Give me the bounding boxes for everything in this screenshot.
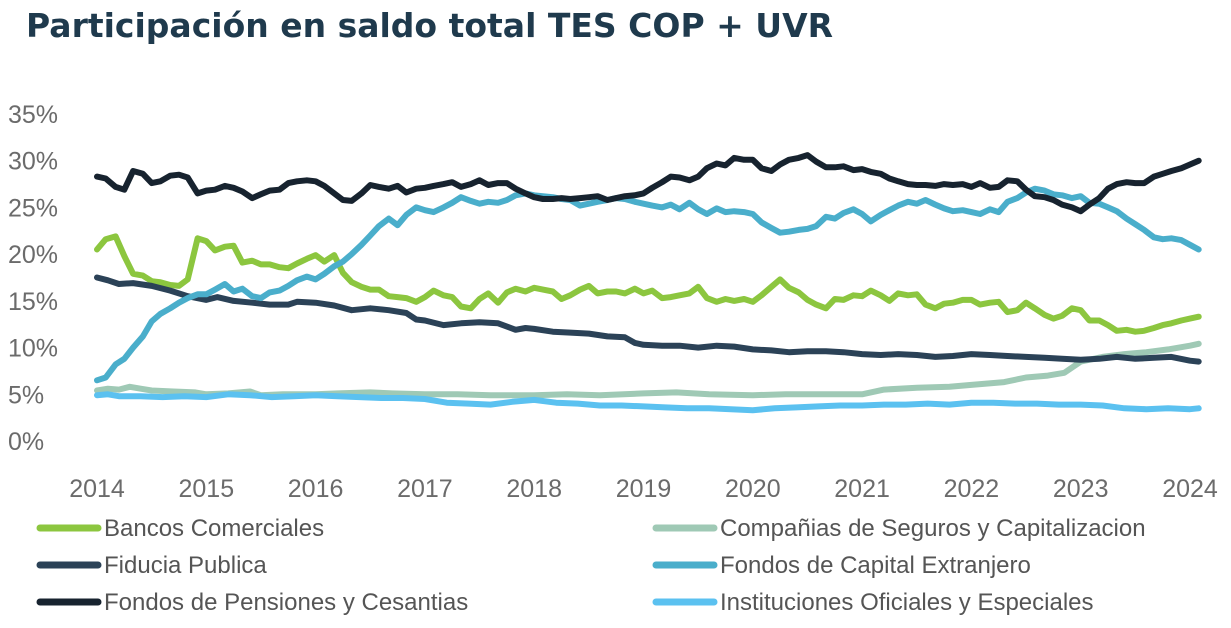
series-line: [94, 152, 1202, 215]
legend-label: Fiducia Publica: [104, 552, 267, 579]
y-tick-label: 20%: [8, 241, 58, 269]
x-tick-label: 2022: [944, 475, 1000, 503]
y-tick-label: 35%: [8, 101, 58, 129]
x-tick-label: 2017: [397, 475, 453, 503]
legend-label: Bancos Comerciales: [104, 515, 324, 542]
x-tick-label: 2019: [616, 475, 672, 503]
plot-area: [94, 152, 1202, 414]
series-line: [94, 340, 1202, 399]
x-tick-label: 2020: [725, 475, 781, 503]
legend-label: Fondos de Capital Extranjero: [720, 552, 1031, 579]
y-tick-label: 0%: [8, 428, 44, 456]
x-tick-label: 2018: [506, 475, 562, 503]
x-tick-label: 2021: [834, 475, 890, 503]
legend-label: Compañias de Seguros y Capitalizacion: [720, 515, 1146, 542]
legend-label: Fondos de Pensiones y Cesantias: [104, 589, 468, 616]
series-line: [94, 274, 1202, 365]
y-tick-label: 30%: [8, 148, 58, 176]
series-line: [94, 233, 1202, 335]
x-tick-label: 2016: [288, 475, 344, 503]
y-axis: 0% 5% 10% 15% 20% 25% 30% 35%: [8, 101, 58, 456]
series-line: [94, 391, 1202, 414]
x-tick-label: 2023: [1053, 475, 1109, 503]
y-tick-label: 15%: [8, 288, 58, 316]
series-line: [94, 185, 1202, 384]
x-tick-label: 2015: [178, 475, 234, 503]
chart-title: Participación en saldo total TES COP + U…: [26, 6, 834, 45]
x-tick-label: 2014: [69, 475, 125, 503]
y-tick-label: 10%: [8, 335, 58, 363]
y-tick-label: 5%: [8, 381, 44, 409]
x-axis: 2014 2015 2016 2017 2018 2019 2020 2021 2022 2023…: [69, 475, 1218, 503]
legend: Bancos Comerciales Compañias de Seguros y…: [36, 515, 1146, 616]
y-tick-label: 25%: [8, 194, 58, 222]
legend-label: Instituciones Oficiales y Especiales: [720, 589, 1094, 616]
x-tick-label: 2024: [1162, 475, 1218, 503]
